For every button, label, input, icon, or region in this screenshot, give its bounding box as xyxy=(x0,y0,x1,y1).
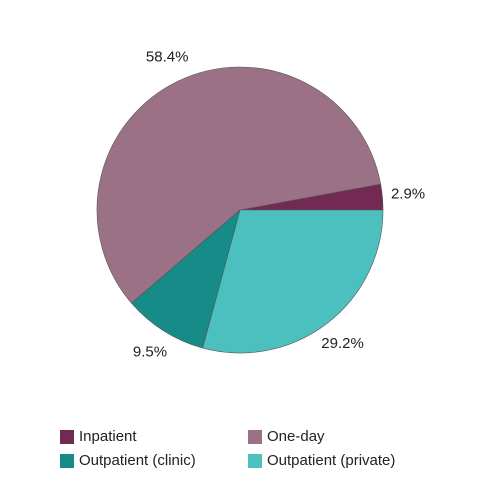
pie-slice xyxy=(96,66,381,304)
data-label: 29.2% xyxy=(321,335,364,352)
pie-slice xyxy=(202,209,384,354)
legend-label: Outpatient (private) xyxy=(267,452,395,469)
data-label: 9.5% xyxy=(133,344,167,361)
pie-slice xyxy=(131,209,241,349)
legend-swatch xyxy=(248,454,262,468)
legend-label: Outpatient (clinic) xyxy=(79,452,196,469)
data-label: 58.4% xyxy=(146,49,189,66)
legend-label: One-day xyxy=(267,428,325,445)
data-label: 2.9% xyxy=(391,186,425,203)
legend-swatch xyxy=(248,430,262,444)
legend-swatch xyxy=(60,430,74,444)
legend-label: Inpatient xyxy=(79,428,137,445)
legend-swatch xyxy=(60,454,74,468)
